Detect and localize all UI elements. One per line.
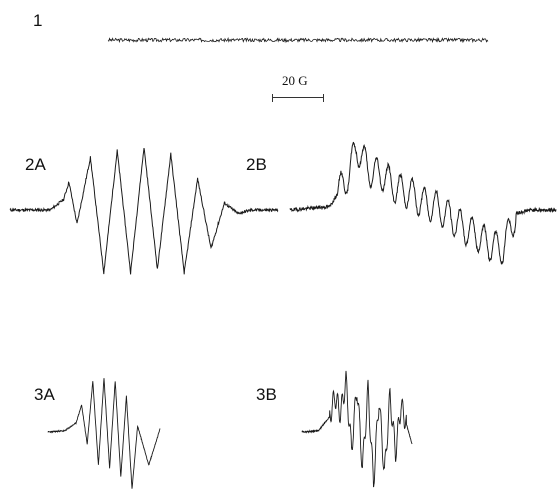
spectrum-1 [107, 36, 489, 44]
panel-label-1: 1 [33, 11, 43, 30]
spectrum-3A [47, 378, 161, 489]
trace-1-line [107, 36, 489, 44]
panel-label-3B: 3B [256, 385, 277, 404]
trace-2A-line [9, 148, 279, 275]
scale-bar [272, 94, 324, 106]
trace-2B-line [289, 141, 557, 265]
scale-bar-label: 20 G [282, 73, 308, 88]
spectrum-2B [289, 141, 557, 265]
spectrum-2A [9, 148, 279, 275]
trace-3B-line [301, 370, 413, 488]
trace-3A-line [47, 378, 161, 489]
panel-label-2B: 2B [246, 155, 267, 174]
spectrum-3B [301, 370, 413, 488]
panel-label-2A: 2A [25, 155, 46, 174]
panel-label-3A: 3A [34, 385, 55, 404]
